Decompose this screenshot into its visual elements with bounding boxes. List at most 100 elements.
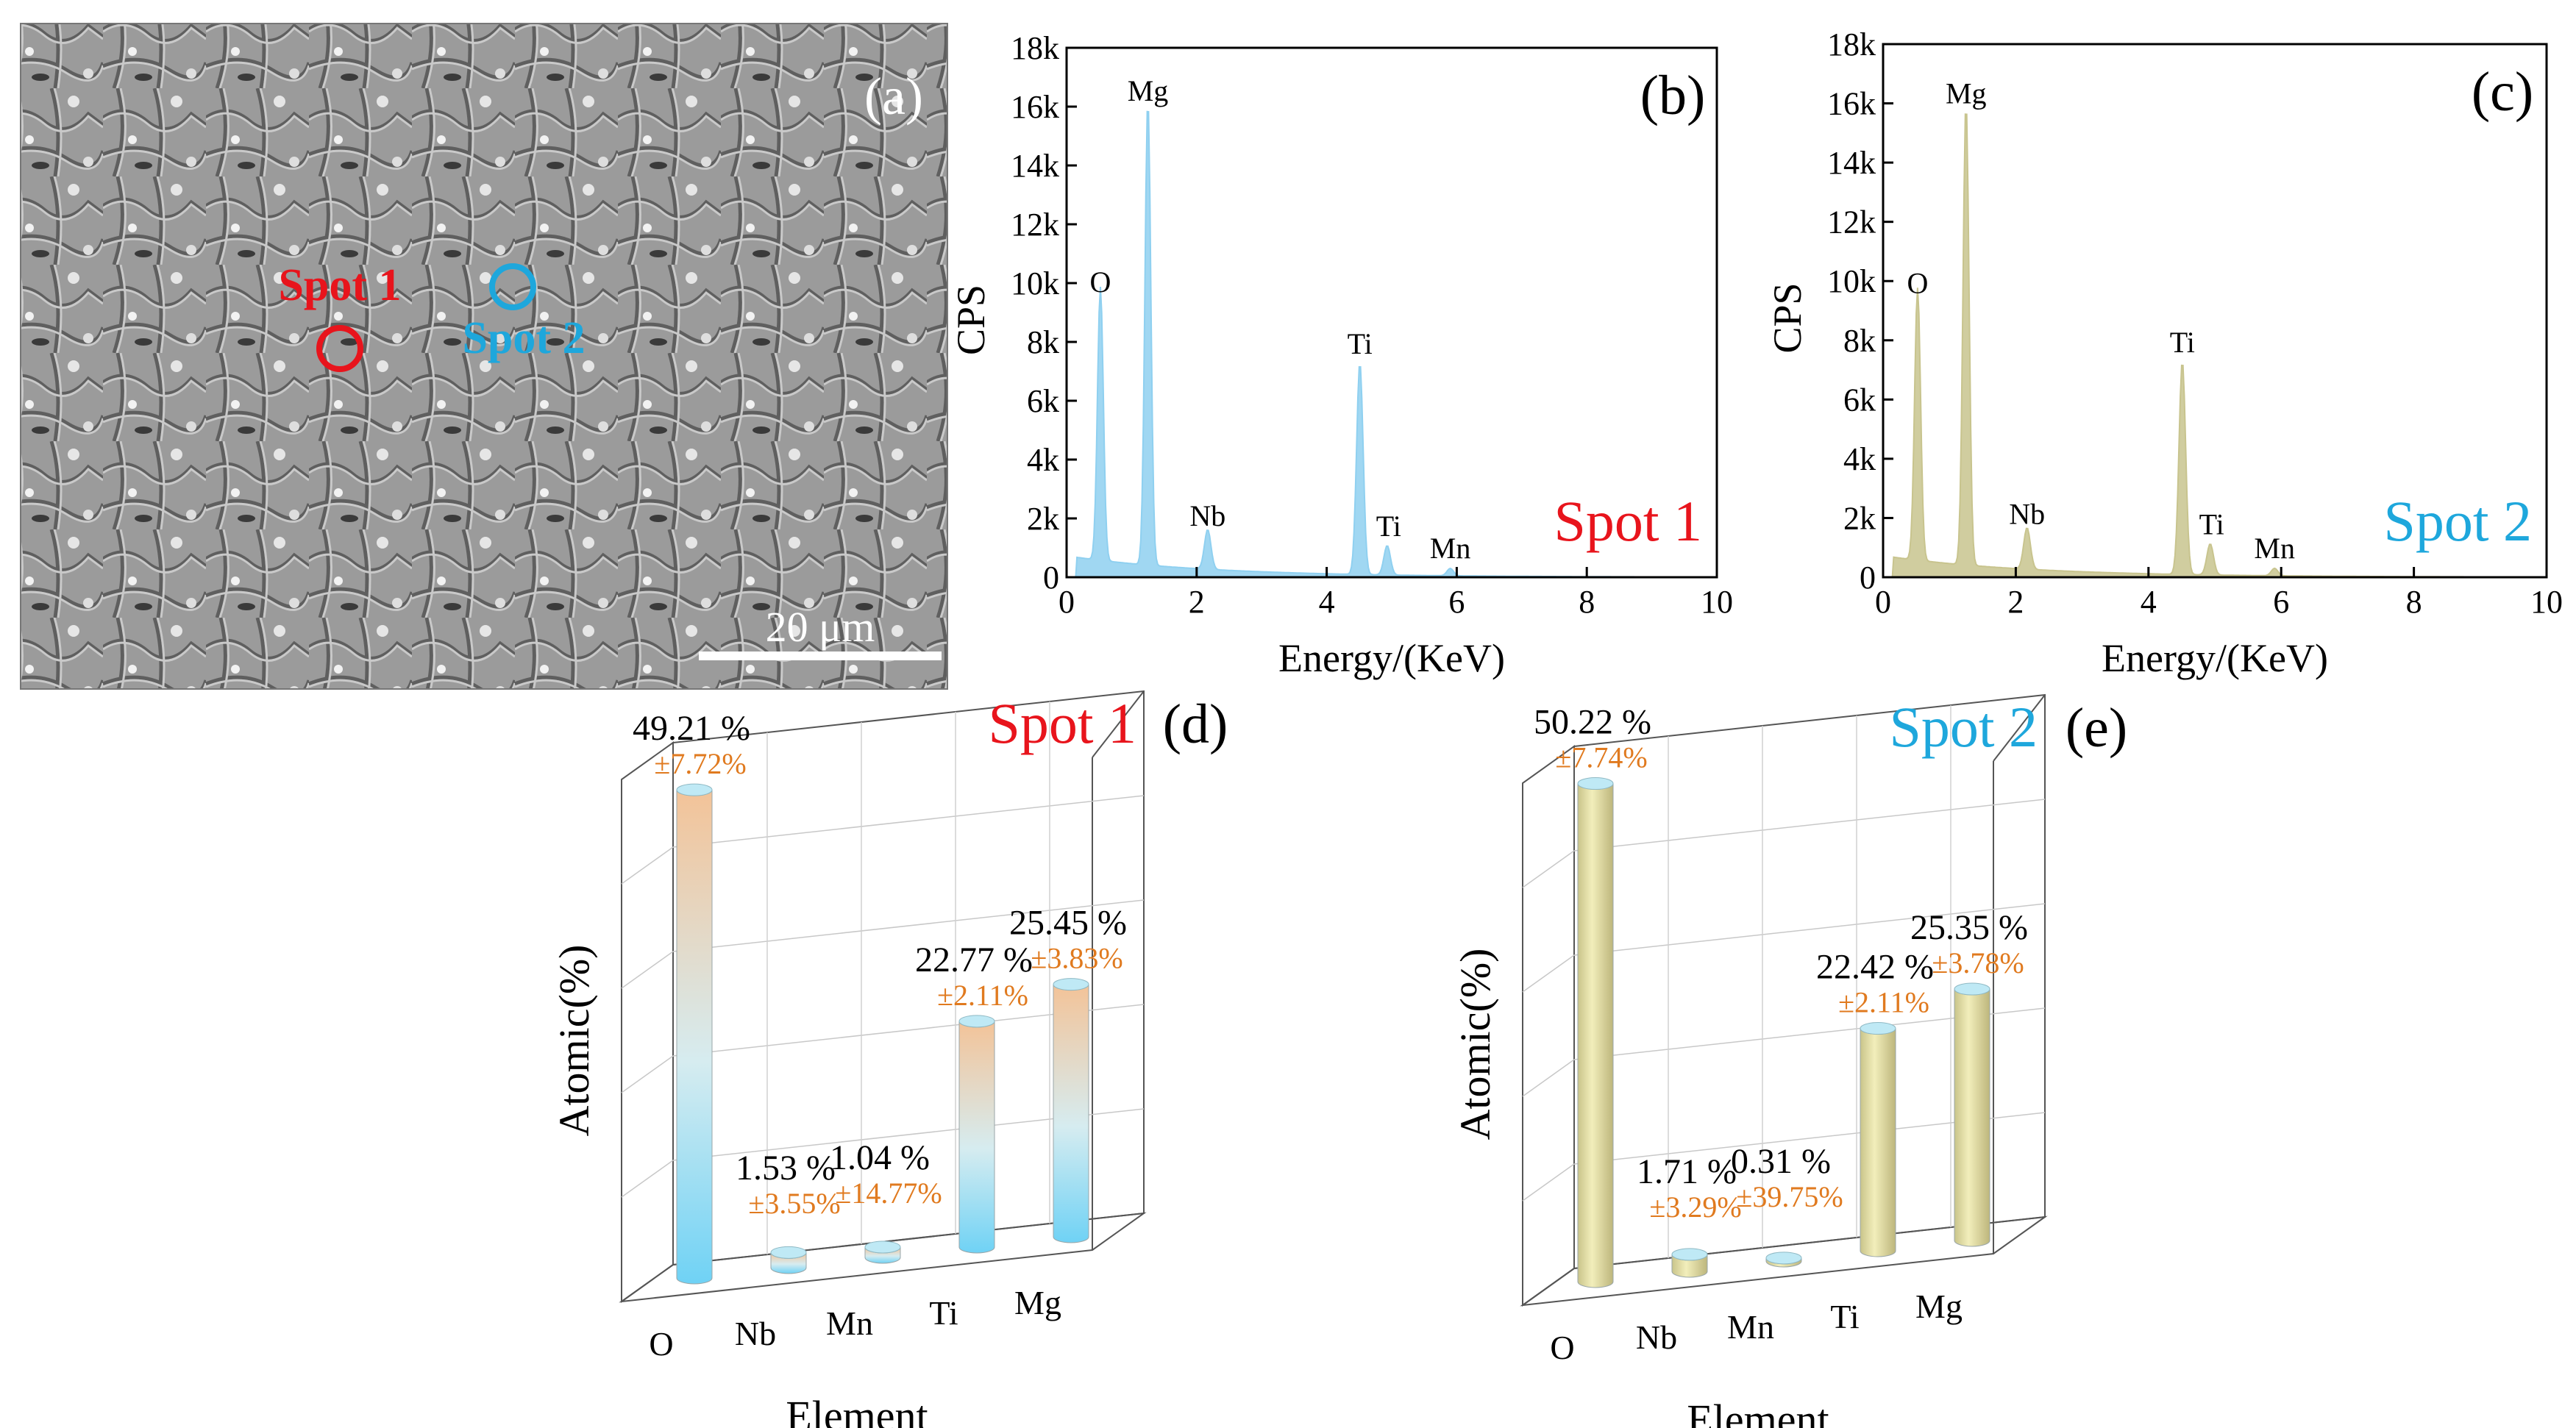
value-label-nb: 1.53 % (736, 1149, 836, 1188)
spot1-marker (316, 325, 363, 372)
side-gridline (1522, 850, 1575, 888)
side-wall (621, 741, 674, 1303)
back-gridline (1573, 799, 2046, 852)
value-label-ti: 22.77 % (915, 940, 1033, 979)
category-label-ti: Ti (1830, 1298, 1859, 1335)
error-label-nb: ±3.29% (1649, 1190, 1741, 1224)
value-label-o: 50.22 % (1534, 703, 1651, 742)
plot-frame (1065, 46, 1718, 579)
sem-image (21, 24, 947, 689)
bar-ti (1860, 1028, 1896, 1257)
y-tick-label: 16k (1827, 86, 1876, 122)
y-tick-label: 10k (1011, 265, 1059, 301)
bar-top-mg (1053, 978, 1089, 991)
bar-o (676, 790, 713, 1285)
panel-label: (d) (1163, 693, 1228, 755)
error-label-ti: ±2.11% (1838, 986, 1929, 1019)
value-label-mg: 25.45 % (1009, 904, 1127, 943)
peak-label-ti: Ti (1348, 327, 1373, 360)
side-gridline (1522, 1059, 1575, 1097)
category-label-ti: Ti (929, 1294, 958, 1332)
x-tick-label: 4 (1319, 584, 1335, 620)
y-tick-label: 8k (1027, 324, 1059, 360)
value-label-nb: 1.71 % (1637, 1152, 1737, 1191)
peak-label-mg: Mg (1946, 77, 1987, 110)
category-label-o: O (1550, 1329, 1574, 1366)
error-label-o: ±7.72% (654, 747, 746, 780)
spot2-marker (489, 263, 536, 310)
side-gridline (621, 1160, 674, 1198)
bar-o (1577, 783, 1614, 1288)
panel-e: 50.22 %±7.74% O 1.71 %±3.29% Nb 0.31 %±39.75… (1451, 693, 2127, 1428)
x-tick-label: 8 (1579, 584, 1595, 620)
bar-top-o (676, 783, 713, 796)
error-label-nb: ±3.55% (748, 1187, 840, 1220)
y-tick-label: 0 (1043, 560, 1059, 596)
panel-label: (e) (2066, 697, 2127, 759)
scale-bar-label: 20 μm (766, 603, 875, 651)
panel-label: (c) (2472, 61, 2533, 123)
peak-label-o: O (1907, 266, 1928, 299)
peak-label-nb: Nb (2009, 498, 2045, 531)
right-wall-top (1993, 694, 2046, 762)
spot-label: Spot 1 (1554, 489, 1702, 553)
x-tick-label: 0 (1875, 584, 1891, 620)
bar-mg (1954, 988, 1990, 1247)
y-axis-label: Atomic(%) (550, 945, 598, 1137)
side-wall (1522, 745, 1575, 1307)
peak-label-mn: Mn (1430, 532, 1471, 565)
back-gridline (672, 795, 1145, 848)
y-tick-label: 4k (1843, 441, 1876, 477)
category-label-mn: Mn (1727, 1308, 1774, 1346)
x-tick-label: 10 (2530, 584, 2563, 620)
value-label-mg: 25.35 % (1910, 908, 2028, 947)
value-label-o: 49.21 % (633, 709, 750, 748)
y-tick-label: 6k (1843, 382, 1876, 418)
bar-top-nb (770, 1246, 807, 1259)
category-label-mg: Mg (1014, 1284, 1061, 1321)
peak-label-nb: Nb (1189, 499, 1225, 532)
x-axis-label: Element (1687, 1396, 1829, 1428)
category-label-mg: Mg (1915, 1288, 1963, 1325)
bar-top-mg (1954, 982, 1990, 996)
back-gridline (1573, 903, 2046, 956)
peak-label-ti: Ti (2170, 326, 2195, 359)
peak-label-mg: Mg (1128, 74, 1169, 107)
bar-top-mn (864, 1240, 901, 1254)
y-tick-label: 14k (1827, 145, 1876, 181)
peak-label-o: O (1090, 265, 1111, 299)
scale-bar (699, 651, 942, 660)
x-tick-label: 8 (2406, 584, 2422, 620)
side-gridline (621, 951, 674, 989)
y-tick-label: 12k (1827, 204, 1876, 240)
side-gridline (1522, 954, 1575, 993)
y-tick-label: 10k (1827, 263, 1876, 299)
bar-top-ti (958, 1015, 995, 1028)
panel-a-label: (a) (864, 67, 923, 126)
panel-d: 49.21 %±7.72% O 1.53 %±3.55% Nb 1.04 %±14.77… (550, 690, 1228, 1428)
y-tick-label: 12k (1011, 207, 1059, 243)
category-label-nb: Nb (735, 1315, 776, 1352)
category-label-o: O (649, 1325, 673, 1363)
panel-label: (b) (1640, 65, 1706, 126)
panel-a: (a) Spot 1 Spot 2 20 μm (20, 23, 948, 690)
peak-label-ti: Ti (2199, 508, 2224, 541)
x-tick-label: 0 (1058, 584, 1075, 620)
bar-top-nb (1671, 1248, 1708, 1261)
x-axis-label: Energy/(KeV) (2102, 636, 2328, 680)
spot2-label: Spot 2 (462, 313, 585, 363)
error-label-mn: ±39.75% (1736, 1180, 1843, 1213)
x-tick-label: 6 (1448, 584, 1465, 620)
spot-label: Spot 2 (2383, 489, 2532, 553)
x-tick-label: 10 (1701, 584, 1733, 620)
error-label-o: ±7.74% (1555, 741, 1647, 774)
bar-top-ti (1860, 1022, 1896, 1035)
y-tick-label: 2k (1027, 501, 1059, 537)
value-label-mn: 1.04 % (830, 1138, 930, 1177)
value-label-mn: 0.31 % (1731, 1142, 1831, 1181)
category-label-mn: Mn (826, 1304, 873, 1342)
bar-top-mn (1765, 1252, 1802, 1265)
error-label-mg: ±3.78% (1932, 946, 2024, 979)
x-tick-label: 2 (2007, 584, 2024, 620)
